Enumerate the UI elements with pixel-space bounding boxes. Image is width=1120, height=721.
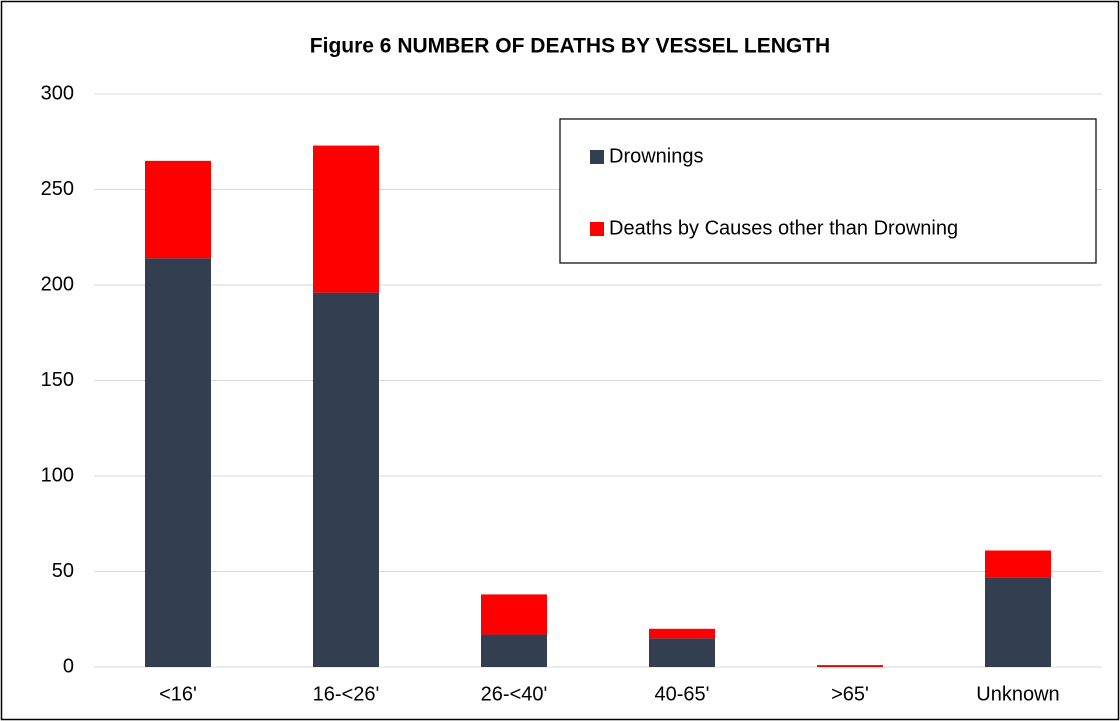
legend-swatch bbox=[590, 222, 604, 236]
x-tick-label: Unknown bbox=[976, 683, 1059, 705]
bar-segment bbox=[817, 665, 883, 667]
y-tick-label: 100 bbox=[41, 464, 74, 486]
bar-segment bbox=[481, 594, 547, 635]
bar-segment bbox=[649, 638, 715, 667]
y-tick-label: 150 bbox=[41, 369, 74, 391]
y-tick-label: 250 bbox=[41, 178, 74, 200]
legend-label: Deaths by Causes other than Drowning bbox=[609, 217, 958, 239]
bar-segment bbox=[481, 634, 547, 667]
bar-segment bbox=[145, 160, 211, 259]
bar-segment bbox=[313, 292, 379, 667]
chart-title: Figure 6 NUMBER OF DEATHS BY VESSEL LENG… bbox=[310, 35, 830, 58]
bar-segment bbox=[985, 550, 1051, 578]
x-tick-label: 16-<26' bbox=[313, 683, 380, 705]
x-tick-label: <16' bbox=[159, 683, 197, 705]
bar-segment bbox=[145, 258, 211, 667]
bar-segment bbox=[649, 628, 715, 639]
bar-segment bbox=[313, 145, 379, 293]
legend-label: Drownings bbox=[609, 145, 703, 167]
x-tick-label: 40-65' bbox=[655, 683, 710, 705]
x-tick-label: >65' bbox=[831, 683, 869, 705]
bar-segment bbox=[985, 577, 1051, 667]
y-tick-label: 50 bbox=[52, 560, 74, 582]
y-tick-label: 200 bbox=[41, 273, 74, 295]
y-tick-label: 300 bbox=[41, 82, 74, 104]
legend-box bbox=[559, 118, 1097, 264]
legend-swatch bbox=[590, 150, 604, 164]
x-tick-label: 26-<40' bbox=[481, 683, 548, 705]
y-tick-label: 0 bbox=[63, 655, 74, 677]
